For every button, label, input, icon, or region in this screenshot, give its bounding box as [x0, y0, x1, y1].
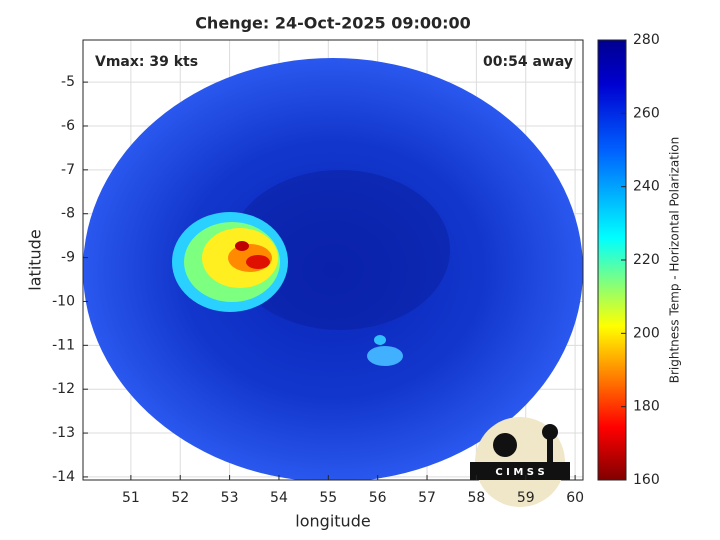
y-tick-label: -14: [52, 469, 75, 485]
y-tick-label: -12: [52, 381, 75, 397]
x-tick-label: 52: [171, 490, 189, 506]
x-tick-label: 53: [221, 490, 239, 506]
logo-text: C I M S S: [495, 467, 544, 478]
logo: C I M S S: [470, 417, 570, 507]
x-tick-label: 55: [319, 490, 337, 506]
y-tick-label: -8: [61, 206, 75, 222]
y-tick-label: -7: [61, 162, 75, 178]
y-tick-label: -11: [52, 337, 75, 353]
y-tick-label: -13: [52, 425, 75, 441]
time-away-label: 00:54 away: [483, 54, 573, 70]
y-tick-label: -5: [61, 74, 75, 90]
x-tick-label: 54: [270, 490, 288, 506]
colorbar-tick-label: 160: [633, 472, 660, 488]
swath-image: [83, 58, 583, 480]
x-tick-label: 59: [517, 490, 535, 506]
y-tick-label: -6: [61, 118, 75, 134]
y-tick-label: -10: [52, 293, 75, 309]
colorbar-tick-label: 260: [633, 105, 660, 121]
colorbar-tick-label: 200: [633, 325, 660, 341]
x-tick-label: 60: [566, 490, 584, 506]
colorbar-tick-label: 240: [633, 179, 660, 195]
colorbar-tick-label: 280: [633, 32, 660, 48]
y-tick-label: -9: [61, 250, 75, 266]
title: Chenge: 24-Oct-2025 09:00:00: [195, 14, 471, 33]
x-tick-label: 58: [467, 490, 485, 506]
y-axis-label: latitude: [26, 229, 45, 290]
x-axis-label: longitude: [295, 512, 370, 531]
x-tick-label: 56: [369, 490, 387, 506]
x-tick-label: 57: [418, 490, 436, 506]
vmax-label: Vmax: 39 kts: [95, 54, 198, 70]
axes-box: [82, 39, 584, 481]
colorbar-label: Brightness Temp - Horizontal Polarizatio…: [668, 137, 682, 384]
colorbar-tick-label: 180: [633, 399, 660, 415]
colorbar-tick-label: 220: [633, 252, 660, 268]
x-tick-label: 51: [122, 490, 140, 506]
